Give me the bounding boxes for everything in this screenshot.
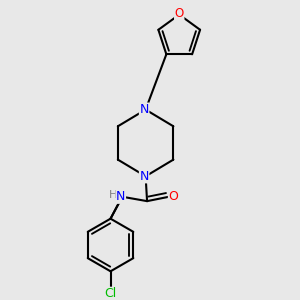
Text: N: N	[116, 190, 125, 203]
Text: H: H	[109, 190, 117, 200]
Text: N: N	[140, 103, 149, 116]
Text: Cl: Cl	[104, 287, 117, 300]
Text: O: O	[175, 7, 184, 20]
Text: N: N	[140, 170, 149, 183]
Text: O: O	[169, 190, 178, 203]
